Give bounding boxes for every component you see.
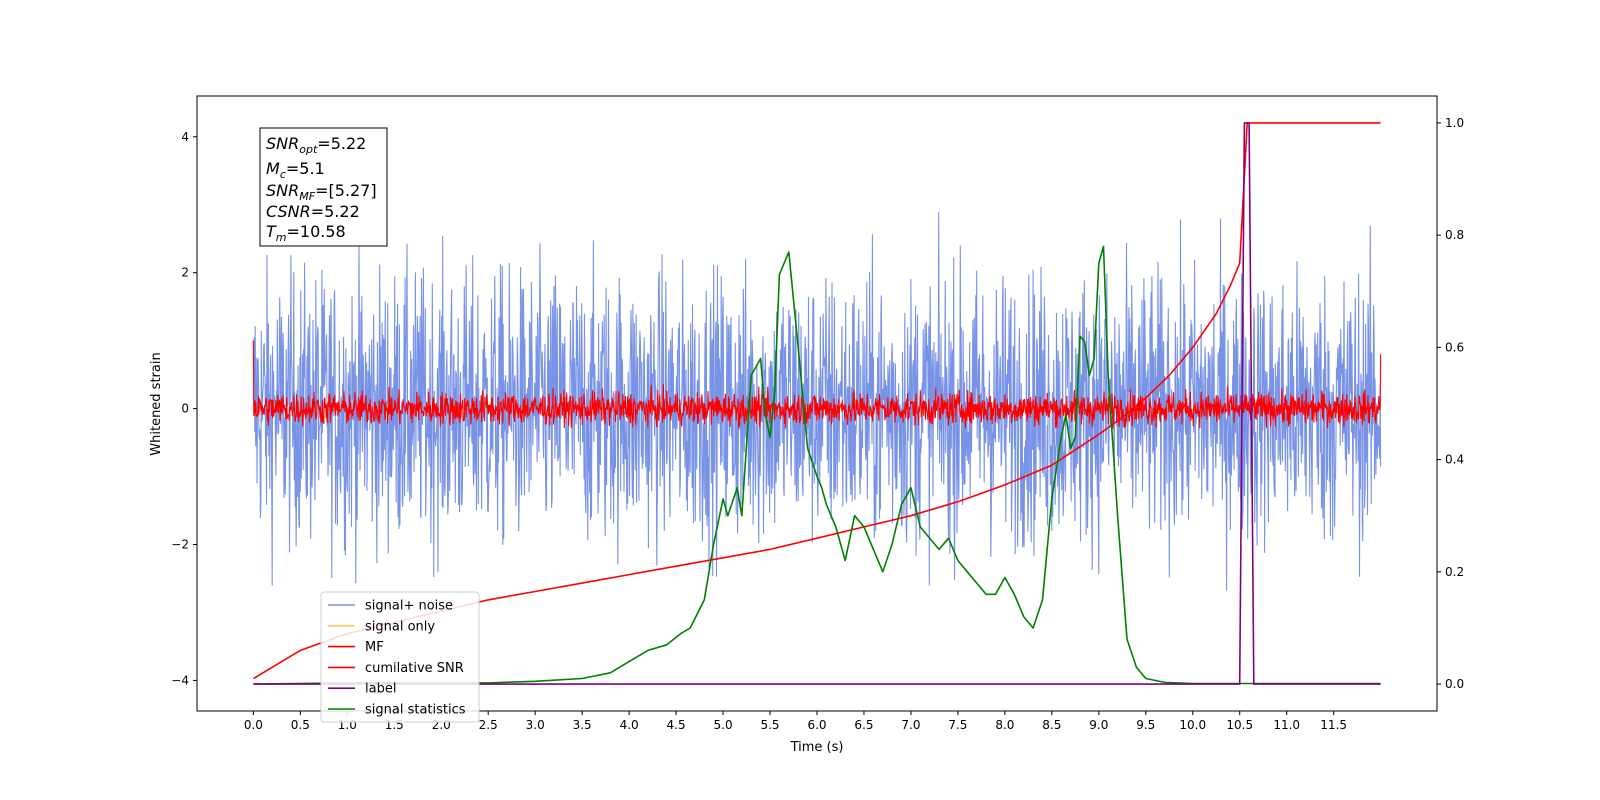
- series-label: [253, 122, 1381, 685]
- legend-label: signal statistics: [365, 703, 466, 718]
- x-tick-label: 3.5: [573, 718, 592, 732]
- x-tick-label: 7.5: [948, 718, 967, 732]
- x-tick-label: 0.5: [291, 718, 310, 732]
- x-tick-label: 8.5: [1042, 718, 1061, 732]
- x-tick-label: 7.0: [901, 718, 920, 732]
- series-signal-statistics: [253, 245, 1381, 685]
- x-tick-label: 9.0: [1089, 718, 1108, 732]
- legend-label: label: [365, 682, 396, 697]
- legend-label: signal only: [365, 619, 435, 634]
- y-tick-label: −2: [171, 538, 189, 552]
- annotation-mc: Mc=5.1: [266, 159, 325, 181]
- x-tick-label: 9.5: [1136, 718, 1155, 732]
- y2-tick-label: 0.6: [1445, 340, 1464, 354]
- x-tick-label: 6.0: [807, 718, 826, 732]
- x-axis: 0.0 0.5 1.0 1.5 2.0 2.5 3.0 3.5 4.0 4.5 5.0 5.5 6.0 6…: [244, 711, 1347, 732]
- legend: signal+ noise signal only MF cumilative SNR…: [320, 591, 480, 723]
- x-tick-label: 3.0: [526, 718, 545, 732]
- x-tick-label: 2.5: [479, 718, 498, 732]
- x-tick-label: 11.0: [1273, 718, 1300, 732]
- x-tick-label: 4.0: [620, 718, 639, 732]
- y2-tick-label: 1.0: [1445, 116, 1464, 130]
- legend-label: MF: [365, 640, 384, 655]
- y-axis-right: 1.0 0.8 0.6 0.4 0.2 0.0: [1437, 116, 1464, 691]
- y2-tick-label: 0.8: [1445, 228, 1464, 242]
- x-tick-label: 4.5: [667, 718, 686, 732]
- annotation-snr-opt: SNRopt=5.22: [266, 134, 366, 156]
- series-mf: [252, 340, 1382, 429]
- x-axis-label: Time (s): [790, 740, 844, 755]
- annotation-box: SNRopt=5.22 Mc=5.1 SNRMF=[5.27] CSNR=5.2…: [259, 127, 388, 247]
- y-tick-label: 4: [181, 130, 189, 144]
- y-tick-label: 0: [181, 402, 189, 416]
- y2-tick-label: 0.2: [1445, 565, 1464, 579]
- x-tick-label: 10.0: [1179, 718, 1206, 732]
- y-tick-label: −4: [171, 673, 189, 687]
- annotation-tm: Tm=10.58: [266, 222, 346, 244]
- legend-label: signal+ noise: [365, 599, 453, 614]
- y2-tick-label: 0.4: [1445, 453, 1464, 467]
- legend-label: cumilative SNR: [365, 661, 464, 676]
- x-tick-label: 8.0: [995, 718, 1014, 732]
- x-tick-label: 6.5: [854, 718, 873, 732]
- annotation-snr-mf: SNRMF=[5.27]: [266, 181, 377, 203]
- series-cumilative-snr: [252, 122, 1381, 680]
- y-axis-left: 4 2 0 −2 −4: [171, 130, 197, 687]
- x-tick-label: 5.0: [714, 718, 733, 732]
- y-axis-label: Whitened strain: [149, 352, 164, 455]
- plot-area: [252, 122, 1382, 685]
- x-tick-label: 10.5: [1226, 718, 1253, 732]
- annotation-csnr: CSNR=5.22: [266, 202, 360, 221]
- y-tick-label: 2: [181, 266, 189, 280]
- y2-tick-label: 0.0: [1445, 677, 1464, 691]
- x-tick-label: 0.0: [244, 718, 263, 732]
- x-tick-label: 5.5: [760, 718, 779, 732]
- x-tick-label: 11.5: [1320, 718, 1347, 732]
